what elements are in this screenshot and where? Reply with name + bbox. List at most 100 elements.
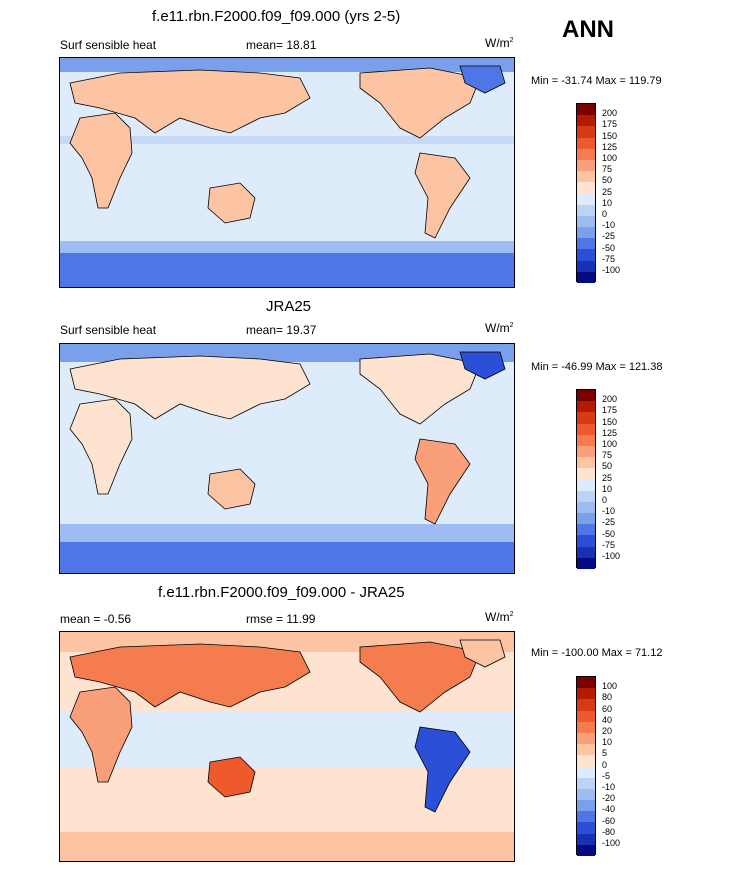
colorbar-swatch [577,260,595,272]
africa-landmass [69,398,133,495]
colorbar-tick-label: 20 [602,726,613,736]
colorbar-tick-label: -25 [602,517,616,528]
north-america-landmass [359,353,481,425]
colorbar-tick-label: -10 [602,220,616,231]
panel1-colorbar [576,103,596,283]
colorbar-swatch [577,677,595,689]
season-label: ANN [562,16,614,43]
colorbar-tick-label: 10 [602,483,613,494]
panel3-minmax: Min = -100.00 Max = 71.12 [531,647,663,659]
colorbar-swatch [577,193,595,205]
panel3-map [59,631,515,862]
colorbar-tick-label: -80 [602,826,616,837]
colorbar-tick-label: -100 [602,551,621,561]
panel1-units-label: W/m2 [485,36,514,50]
colorbar-swatch [577,148,595,160]
colorbar-swatch [577,490,595,502]
colorbar-swatch [577,115,595,127]
panel2-colorbar [576,389,596,569]
eurasia-landmass [69,355,311,420]
colorbar-swatch [577,721,595,733]
colorbar-swatch [577,766,595,778]
colorbar-swatch [577,777,595,789]
colorbar-swatch [577,744,595,756]
colorbar-swatch [577,434,595,446]
panel2-colorbar-swatches [576,389,596,569]
panel2-minmax: Min = -46.99 Max = 121.38 [531,361,663,373]
colorbar-tick-label: 100 [602,681,618,692]
colorbar-tick-label: -100 [602,265,621,275]
africa-landmass [69,686,133,783]
colorbar-swatch [577,822,595,834]
colorbar-swatch [577,468,595,480]
panel3-colorbar-swatches [576,676,596,856]
panel3-units-label: W/m2 [485,610,514,624]
colorbar-tick-label: 80 [602,692,613,703]
colorbar-tick-label: 200 [602,108,618,119]
panel2-variable-label: Surf sensible heat [60,323,157,337]
colorbar-swatch [577,755,595,767]
australia-landmass [207,182,256,224]
north-america-landmass [359,641,481,713]
antarctic-band [60,253,514,287]
australia-landmass [207,756,256,798]
colorbar-swatch [577,390,595,402]
colorbar-swatch [577,445,595,458]
colorbar-tick-label: 0 [602,209,608,219]
panel1-map [59,57,515,288]
colorbar-tick-label: -5 [602,770,611,781]
colorbar-tick-label: 25 [602,472,613,483]
colorbar-tick-label: -10 [602,506,616,517]
colorbar-tick-label: 40 [602,714,613,725]
colorbar-swatch [577,524,595,536]
colorbar-swatch [577,412,595,424]
colorbar-swatch [577,732,595,745]
colorbar-tick-label: -75 [602,539,616,550]
colorbar-tick-label: 100 [602,153,618,163]
southern-ocean-band [60,524,514,542]
colorbar-tick-label: 10 [602,737,613,748]
colorbar-swatch [577,457,595,469]
colorbar-swatch [577,215,595,228]
colorbar-swatch [577,423,595,435]
panel3-title: f.e11.rbn.F2000.f09_f09.000 - JRA25 [158,584,405,601]
colorbar-tick-label: -20 [602,793,616,804]
colorbar-swatch [577,699,595,711]
panel3-colorbar [576,676,596,856]
colorbar-tick-label: 150 [602,130,618,141]
colorbar-swatch [577,249,595,261]
panel1-minmax: Min = -31.74 Max = 119.79 [531,75,662,87]
colorbar-swatch [577,688,595,700]
colorbar-tick-label: 125 [602,141,618,152]
colorbar-swatch [577,126,595,138]
colorbar-tick-label: 10 [602,197,613,208]
colorbar-tick-label: 25 [602,186,613,197]
tropical-band [60,136,514,144]
colorbar-swatch [577,171,595,183]
panel1-mean-label: mean= 18.81 [246,38,317,52]
panel1-colorbar-swatches [576,103,596,283]
panel3-mean-label: mean = -0.56 [60,612,132,626]
south-america-landmass [414,726,471,813]
greenland-landmass [459,639,506,668]
antarctic-band [60,832,514,861]
panel2-map [59,343,515,574]
colorbar-swatch [577,271,595,283]
colorbar-tick-label: 5 [602,748,608,759]
colorbar-swatch [577,182,595,194]
panel2-map-svg [60,344,514,573]
panel1-title: f.e11.rbn.F2000.f09_f09.000 (yrs 2-5) [152,8,401,25]
colorbar-tick-label: 60 [602,703,613,714]
colorbar-swatch [577,238,595,250]
colorbar-tick-label: 75 [602,450,613,461]
greenland-landmass [459,351,506,380]
colorbar-tick-label: -100 [602,838,621,848]
panel2-title: JRA25 [266,298,312,315]
panel3-rmse-label: rmse = 11.99 [246,612,316,626]
colorbar-tick-label: -25 [602,231,616,242]
colorbar-tick-label: -60 [602,815,616,826]
panel1-variable-label: Surf sensible heat [60,38,157,52]
southern-ocean-band [60,241,514,253]
colorbar-tick-label: 50 [602,175,613,186]
greenland-landmass [459,65,506,94]
